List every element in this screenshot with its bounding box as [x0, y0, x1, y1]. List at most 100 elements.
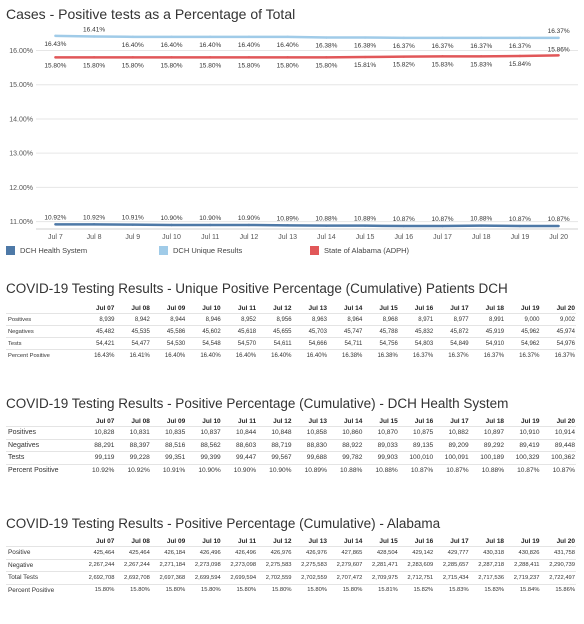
data-point [402, 224, 405, 228]
x-tick-label: Jul 10 [162, 234, 181, 241]
y-tick-label: 12.00% [9, 185, 33, 192]
table-cell: 427,865 [327, 546, 364, 559]
table-cell: 16.37% [505, 349, 541, 361]
column-header: Jul 14 [343, 305, 363, 312]
data-point [54, 56, 57, 59]
table-cell: 10.89% [292, 463, 328, 476]
row-label: Negative [6, 558, 80, 572]
data-label: 10.89% [277, 215, 299, 222]
table-cell: 88,291 [80, 438, 116, 452]
table-cell: 100,091 [434, 451, 470, 464]
data-label: 16.37% [431, 43, 453, 50]
column-header: Jul 15 [379, 418, 398, 425]
table-cell: 15.82% [398, 583, 435, 596]
row-label: Tests [6, 337, 80, 350]
column-header: Jul 18 [485, 418, 505, 425]
table-cell: 54,570 [221, 337, 258, 350]
table-cell: 10,848 [257, 426, 293, 439]
data-label: 15.80% [160, 62, 182, 69]
y-tick-label: 16.00% [9, 48, 33, 55]
data-point [92, 223, 96, 226]
row-label: Positives [6, 426, 80, 439]
data-label: 10.88% [354, 216, 376, 223]
column-header: Jul 13 [308, 418, 327, 425]
table-cell: 89,292 [469, 438, 506, 452]
table-cell: 54,421 [80, 337, 116, 350]
data-label: 16.38% [354, 43, 376, 50]
table-cell: 10,835 [150, 426, 187, 439]
data-point [286, 56, 289, 59]
table-row: Total Tests 2,692,708 2,692,708 2,697,368 2,… [6, 571, 576, 584]
table-cell: 8,946 [186, 313, 222, 326]
corner-cell [6, 304, 80, 314]
table-cell: 2,279,607 [327, 558, 364, 572]
table-cell: 45,586 [150, 325, 187, 338]
table-cell: 99,228 [115, 451, 151, 464]
legend-label: State of Alabama (ADPH) [324, 246, 410, 255]
x-tick-label: Jul 7 [48, 234, 63, 241]
column-header: Jul 16 [414, 305, 434, 312]
table-cell: 429,777 [434, 546, 470, 559]
data-point [441, 36, 444, 40]
data-label: 16.40% [199, 42, 221, 49]
table-cell: 16.40% [186, 349, 222, 361]
data-label: 16.37% [393, 43, 415, 50]
table-cell: 10.92% [115, 463, 151, 476]
table-cell: 10.91% [150, 463, 187, 476]
data-label: 16.37% [509, 43, 531, 50]
table-header-row: Jul 07 Jul 08 Jul 09 Jul 10 Jul 11 Jul 12 Jul … [6, 304, 576, 314]
table-cell: 2,707,472 [327, 571, 364, 584]
data-label: 10.87% [509, 216, 531, 223]
table-cell: 2,271,184 [150, 558, 187, 572]
table-cell: 10,897 [469, 426, 506, 439]
data-label: 10.88% [470, 216, 492, 223]
data-label: 10.92% [44, 214, 66, 221]
chart-legend: DCH Health System DCH Unique Results Sta… [6, 246, 576, 262]
data-point [286, 35, 289, 39]
x-tick-label: Jul 15 [356, 234, 375, 241]
x-tick-label: Jul 19 [511, 234, 530, 241]
corner-cell [6, 537, 80, 547]
data-point [557, 36, 560, 40]
table-cell: 2,275,583 [292, 558, 328, 572]
table-cell: 16.41% [115, 349, 151, 361]
column-header: Jul 15 [379, 538, 398, 545]
table-cell: 10.87% [398, 463, 435, 476]
table-cell: 8,944 [150, 313, 187, 326]
table-cell: 54,756 [363, 337, 399, 350]
data-point [247, 56, 251, 59]
legend-label: DCH Health System [20, 246, 88, 255]
table-cell: 54,611 [257, 337, 293, 350]
table-cell: 2,287,218 [469, 558, 506, 572]
table-cell: 15.80% [186, 583, 222, 596]
table-row: Positives 8,939 8,942 8,944 8,946 8,952 8,956 8… [6, 313, 576, 326]
table-header-row: Jul 07 Jul 08 Jul 09 Jul 10 Jul 11 Jul 12 Jul … [6, 417, 576, 427]
data-label: 15.83% [431, 61, 453, 68]
data-label: 16.40% [122, 42, 144, 49]
table-cell: 2,692,708 [115, 571, 151, 584]
table-cell: 10.90% [257, 463, 293, 476]
column-header: Jul 11 [238, 305, 257, 312]
column-header: Jul 08 [131, 538, 150, 545]
table-cell: 16.40% [150, 349, 187, 361]
column-header: Jul 19 [521, 305, 540, 312]
table-cell: 100,189 [469, 451, 506, 464]
table-cell: 8,939 [80, 313, 116, 326]
table-cell: 2,281,471 [363, 558, 399, 572]
column-header: Jul 20 [556, 418, 575, 425]
table-cell: 2,288,411 [505, 558, 541, 572]
table-cell: 16.40% [292, 349, 328, 361]
table-cell: 99,903 [363, 451, 399, 464]
row-label: Total Tests [6, 571, 80, 584]
column-header: Jul 11 [238, 538, 257, 545]
column-header: Jul 07 [95, 418, 115, 425]
unique-positive-table: Jul 07 Jul 08 Jul 09 Jul 10 Jul 11 Jul 12 Jul … [6, 304, 576, 361]
table-cell: 45,482 [80, 325, 116, 338]
column-header: Jul 09 [166, 538, 186, 545]
table-cell: 10.88% [363, 463, 399, 476]
table-cell: 10,858 [292, 426, 328, 439]
dch-health-system-table: Jul 07 Jul 08 Jul 09 Jul 10 Jul 11 Jul 12 Jul … [6, 417, 576, 476]
x-tick-label: Jul 11 [201, 234, 219, 241]
table-cell: 2,709,975 [363, 571, 399, 584]
table-cell: 99,399 [186, 451, 222, 464]
